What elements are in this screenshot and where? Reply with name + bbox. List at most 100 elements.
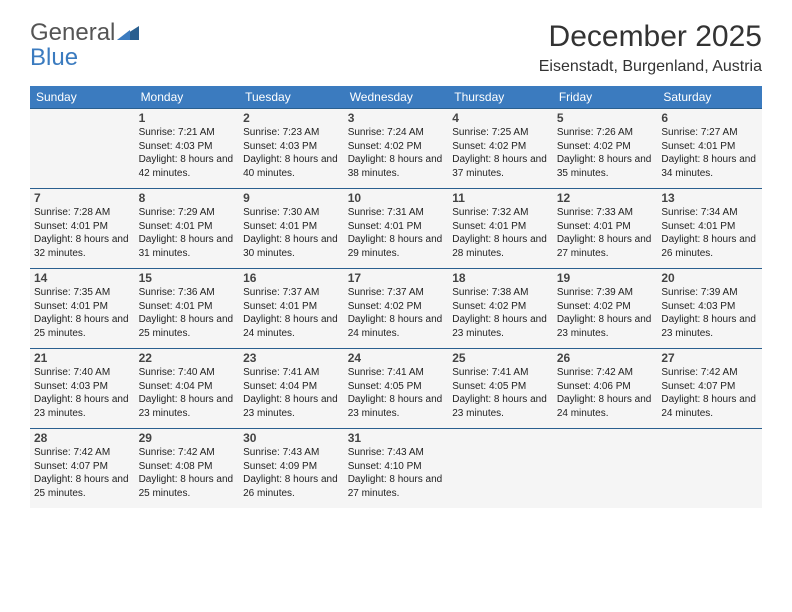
day-cell bbox=[657, 429, 762, 509]
day-number: 12 bbox=[557, 191, 654, 205]
day-cell: 5Sunrise: 7:26 AMSunset: 4:02 PMDaylight… bbox=[553, 109, 658, 189]
day-details: Sunrise: 7:37 AMSunset: 4:01 PMDaylight:… bbox=[243, 286, 340, 340]
day-cell: 31Sunrise: 7:43 AMSunset: 4:10 PMDayligh… bbox=[344, 429, 449, 509]
header: GeneralBlue December 2025 Eisenstadt, Bu… bbox=[30, 20, 762, 76]
day-number: 4 bbox=[452, 111, 549, 125]
day-cell: 22Sunrise: 7:40 AMSunset: 4:04 PMDayligh… bbox=[135, 349, 240, 429]
day-number: 23 bbox=[243, 351, 340, 365]
logo-text-general: General bbox=[30, 19, 115, 46]
day-number: 31 bbox=[348, 431, 445, 445]
day-details: Sunrise: 7:42 AMSunset: 4:07 PMDaylight:… bbox=[661, 366, 758, 420]
day-cell: 9Sunrise: 7:30 AMSunset: 4:01 PMDaylight… bbox=[239, 189, 344, 269]
day-details: Sunrise: 7:40 AMSunset: 4:04 PMDaylight:… bbox=[139, 366, 236, 420]
day-details: Sunrise: 7:38 AMSunset: 4:02 PMDaylight:… bbox=[452, 286, 549, 340]
day-header: Friday bbox=[553, 86, 658, 109]
day-cell: 16Sunrise: 7:37 AMSunset: 4:01 PMDayligh… bbox=[239, 269, 344, 349]
day-cell: 15Sunrise: 7:36 AMSunset: 4:01 PMDayligh… bbox=[135, 269, 240, 349]
week-row: 14Sunrise: 7:35 AMSunset: 4:01 PMDayligh… bbox=[30, 269, 762, 349]
day-number: 8 bbox=[139, 191, 236, 205]
day-number: 3 bbox=[348, 111, 445, 125]
day-cell: 14Sunrise: 7:35 AMSunset: 4:01 PMDayligh… bbox=[30, 269, 135, 349]
day-cell: 8Sunrise: 7:29 AMSunset: 4:01 PMDaylight… bbox=[135, 189, 240, 269]
week-row: 28Sunrise: 7:42 AMSunset: 4:07 PMDayligh… bbox=[30, 429, 762, 509]
day-details: Sunrise: 7:27 AMSunset: 4:01 PMDaylight:… bbox=[661, 126, 758, 180]
day-cell: 3Sunrise: 7:24 AMSunset: 4:02 PMDaylight… bbox=[344, 109, 449, 189]
day-header-row: SundayMondayTuesdayWednesdayThursdayFrid… bbox=[30, 86, 762, 109]
day-number: 14 bbox=[34, 271, 131, 285]
calendar-table: SundayMondayTuesdayWednesdayThursdayFrid… bbox=[30, 86, 762, 508]
day-number: 27 bbox=[661, 351, 758, 365]
day-cell bbox=[553, 429, 658, 509]
day-details: Sunrise: 7:28 AMSunset: 4:01 PMDaylight:… bbox=[34, 206, 131, 260]
day-header: Saturday bbox=[657, 86, 762, 109]
day-number: 20 bbox=[661, 271, 758, 285]
day-cell: 24Sunrise: 7:41 AMSunset: 4:05 PMDayligh… bbox=[344, 349, 449, 429]
day-cell: 21Sunrise: 7:40 AMSunset: 4:03 PMDayligh… bbox=[30, 349, 135, 429]
day-cell: 17Sunrise: 7:37 AMSunset: 4:02 PMDayligh… bbox=[344, 269, 449, 349]
day-header: Tuesday bbox=[239, 86, 344, 109]
day-cell: 26Sunrise: 7:42 AMSunset: 4:06 PMDayligh… bbox=[553, 349, 658, 429]
day-header: Wednesday bbox=[344, 86, 449, 109]
day-cell: 1Sunrise: 7:21 AMSunset: 4:03 PMDaylight… bbox=[135, 109, 240, 189]
day-number: 11 bbox=[452, 191, 549, 205]
day-cell: 11Sunrise: 7:32 AMSunset: 4:01 PMDayligh… bbox=[448, 189, 553, 269]
day-number: 6 bbox=[661, 111, 758, 125]
month-title: December 2025 bbox=[539, 20, 762, 54]
day-cell: 27Sunrise: 7:42 AMSunset: 4:07 PMDayligh… bbox=[657, 349, 762, 429]
day-cell: 10Sunrise: 7:31 AMSunset: 4:01 PMDayligh… bbox=[344, 189, 449, 269]
day-number: 16 bbox=[243, 271, 340, 285]
day-cell: 25Sunrise: 7:41 AMSunset: 4:05 PMDayligh… bbox=[448, 349, 553, 429]
day-number: 13 bbox=[661, 191, 758, 205]
day-number: 19 bbox=[557, 271, 654, 285]
day-cell: 30Sunrise: 7:43 AMSunset: 4:09 PMDayligh… bbox=[239, 429, 344, 509]
day-number: 15 bbox=[139, 271, 236, 285]
day-number: 24 bbox=[348, 351, 445, 365]
day-cell bbox=[30, 109, 135, 189]
day-header: Thursday bbox=[448, 86, 553, 109]
day-number: 28 bbox=[34, 431, 131, 445]
day-details: Sunrise: 7:39 AMSunset: 4:02 PMDaylight:… bbox=[557, 286, 654, 340]
day-cell: 7Sunrise: 7:28 AMSunset: 4:01 PMDaylight… bbox=[30, 189, 135, 269]
day-details: Sunrise: 7:39 AMSunset: 4:03 PMDaylight:… bbox=[661, 286, 758, 340]
day-cell: 18Sunrise: 7:38 AMSunset: 4:02 PMDayligh… bbox=[448, 269, 553, 349]
calendar-body: 1Sunrise: 7:21 AMSunset: 4:03 PMDaylight… bbox=[30, 109, 762, 509]
location: Eisenstadt, Burgenland, Austria bbox=[539, 58, 762, 76]
day-number: 7 bbox=[34, 191, 131, 205]
day-number: 25 bbox=[452, 351, 549, 365]
day-details: Sunrise: 7:21 AMSunset: 4:03 PMDaylight:… bbox=[139, 126, 236, 180]
day-number: 17 bbox=[348, 271, 445, 285]
day-cell: 6Sunrise: 7:27 AMSunset: 4:01 PMDaylight… bbox=[657, 109, 762, 189]
day-details: Sunrise: 7:24 AMSunset: 4:02 PMDaylight:… bbox=[348, 126, 445, 180]
day-cell: 12Sunrise: 7:33 AMSunset: 4:01 PMDayligh… bbox=[553, 189, 658, 269]
week-row: 7Sunrise: 7:28 AMSunset: 4:01 PMDaylight… bbox=[30, 189, 762, 269]
day-details: Sunrise: 7:40 AMSunset: 4:03 PMDaylight:… bbox=[34, 366, 131, 420]
logo-triangle-icon bbox=[117, 20, 139, 45]
day-number: 18 bbox=[452, 271, 549, 285]
logo: GeneralBlue bbox=[30, 20, 139, 70]
day-details: Sunrise: 7:34 AMSunset: 4:01 PMDaylight:… bbox=[661, 206, 758, 260]
day-cell: 19Sunrise: 7:39 AMSunset: 4:02 PMDayligh… bbox=[553, 269, 658, 349]
day-details: Sunrise: 7:31 AMSunset: 4:01 PMDaylight:… bbox=[348, 206, 445, 260]
day-header: Sunday bbox=[30, 86, 135, 109]
day-number: 10 bbox=[348, 191, 445, 205]
day-details: Sunrise: 7:29 AMSunset: 4:01 PMDaylight:… bbox=[139, 206, 236, 260]
day-details: Sunrise: 7:42 AMSunset: 4:08 PMDaylight:… bbox=[139, 446, 236, 500]
day-number: 2 bbox=[243, 111, 340, 125]
day-header: Monday bbox=[135, 86, 240, 109]
day-details: Sunrise: 7:41 AMSunset: 4:05 PMDaylight:… bbox=[348, 366, 445, 420]
day-number: 29 bbox=[139, 431, 236, 445]
day-details: Sunrise: 7:36 AMSunset: 4:01 PMDaylight:… bbox=[139, 286, 236, 340]
day-details: Sunrise: 7:42 AMSunset: 4:07 PMDaylight:… bbox=[34, 446, 131, 500]
day-number: 22 bbox=[139, 351, 236, 365]
day-number: 1 bbox=[139, 111, 236, 125]
day-number: 21 bbox=[34, 351, 131, 365]
day-cell: 2Sunrise: 7:23 AMSunset: 4:03 PMDaylight… bbox=[239, 109, 344, 189]
day-cell: 29Sunrise: 7:42 AMSunset: 4:08 PMDayligh… bbox=[135, 429, 240, 509]
day-cell: 4Sunrise: 7:25 AMSunset: 4:02 PMDaylight… bbox=[448, 109, 553, 189]
day-number: 9 bbox=[243, 191, 340, 205]
logo-text-blue: Blue bbox=[30, 44, 78, 71]
day-details: Sunrise: 7:41 AMSunset: 4:04 PMDaylight:… bbox=[243, 366, 340, 420]
day-details: Sunrise: 7:43 AMSunset: 4:10 PMDaylight:… bbox=[348, 446, 445, 500]
page: GeneralBlue December 2025 Eisenstadt, Bu… bbox=[0, 0, 792, 528]
day-number: 30 bbox=[243, 431, 340, 445]
